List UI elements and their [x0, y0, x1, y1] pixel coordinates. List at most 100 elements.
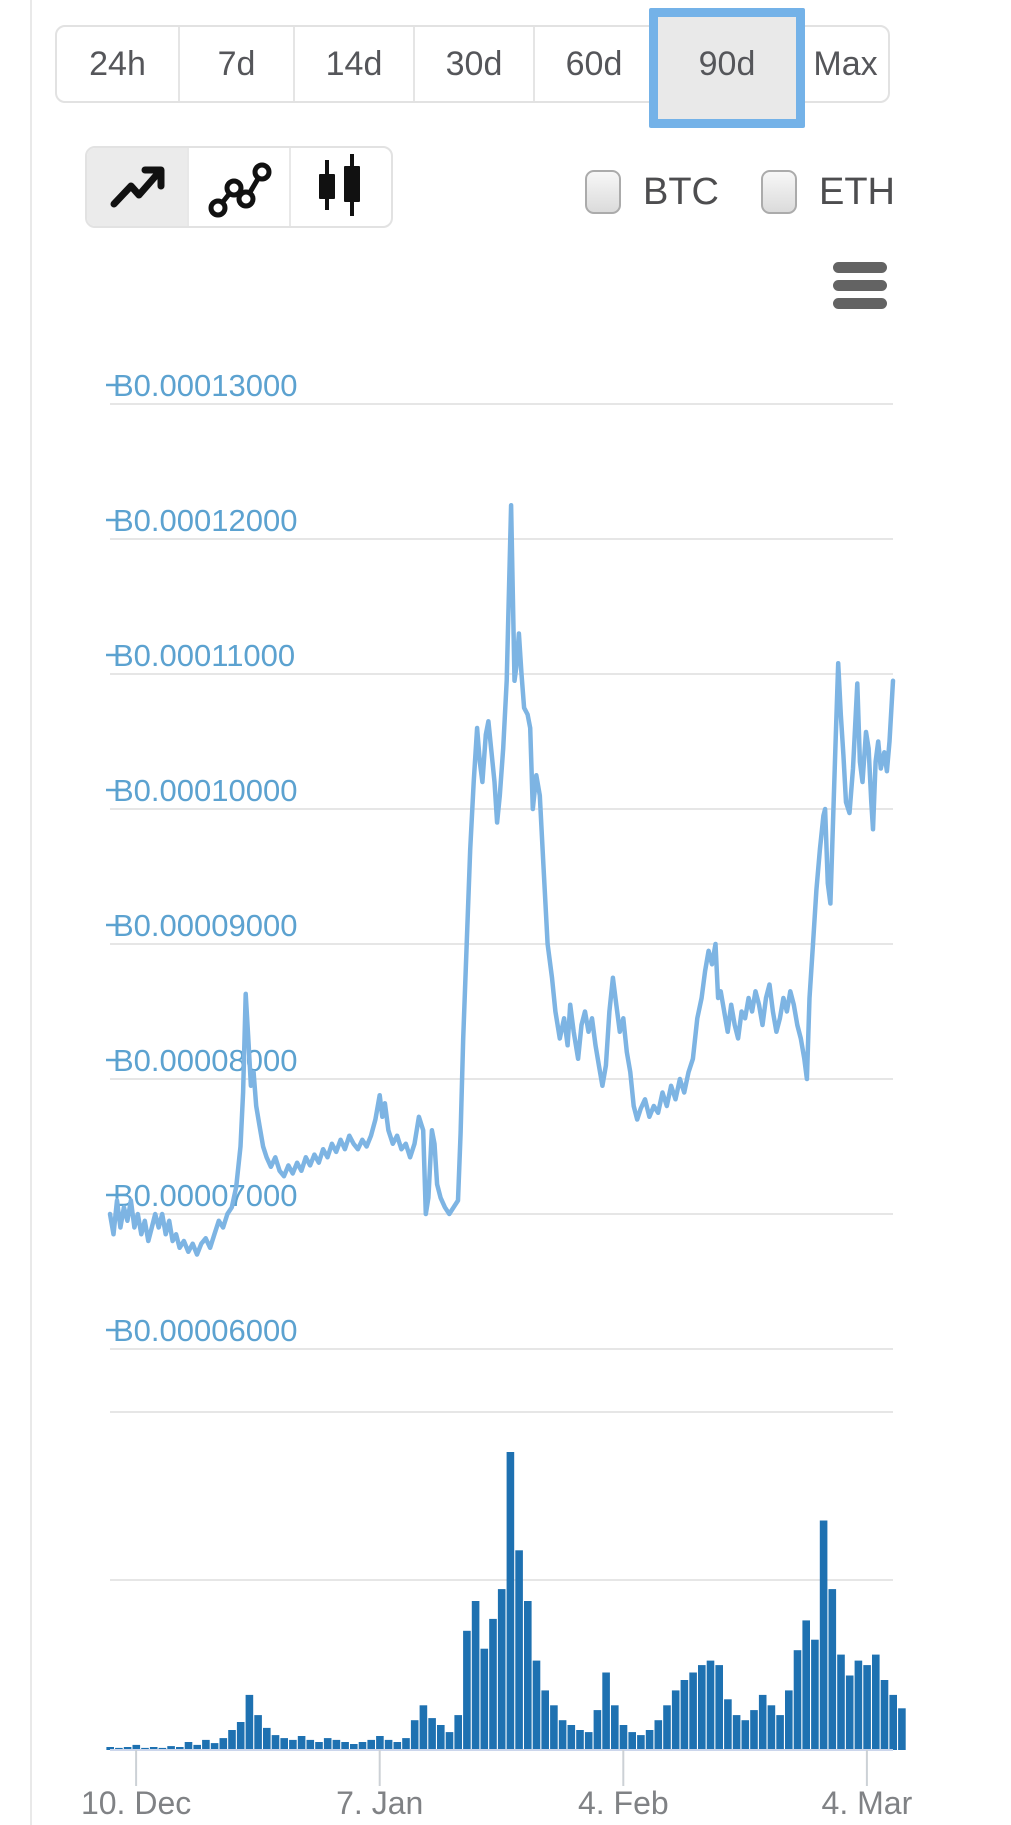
- volume-bar: [706, 1660, 715, 1750]
- range-button-30d[interactable]: 30d: [413, 27, 533, 101]
- volume-bar: [863, 1665, 871, 1750]
- candlestick-icon: [310, 152, 372, 223]
- volume-bar: [428, 1718, 436, 1750]
- volume-bar: [619, 1725, 628, 1750]
- chart-menu-button[interactable]: [833, 262, 887, 309]
- volume-bar: [376, 1736, 384, 1750]
- volume-bar: [750, 1710, 758, 1750]
- range-button-24h[interactable]: 24h: [89, 44, 146, 83]
- hamburger-menu-icon: [833, 262, 887, 273]
- volume-bar: [489, 1618, 497, 1750]
- volume-bar: [898, 1708, 906, 1750]
- eth-checkbox-label: ETH: [819, 170, 895, 213]
- volume-bar: [115, 1747, 123, 1750]
- line-chart-button[interactable]: [87, 148, 187, 226]
- volume-bar: [289, 1739, 297, 1750]
- selected-range-highlight: [649, 8, 805, 128]
- volume-bar: [671, 1690, 680, 1750]
- volume-bar: [393, 1742, 402, 1750]
- y-axis-label: B0.00010000: [113, 773, 297, 808]
- candlestick-chart-button[interactable]: [289, 148, 391, 226]
- range-button-max[interactable]: Max: [801, 27, 888, 101]
- volume-bar: [193, 1744, 201, 1750]
- volume-bar: [567, 1725, 576, 1750]
- volume-bar: [367, 1739, 375, 1750]
- volume-bar: [515, 1550, 523, 1750]
- volume-bar: [611, 1705, 619, 1750]
- volume-bar: [202, 1739, 210, 1750]
- y-axis-label: B0.00012000: [113, 503, 297, 538]
- volume-bar: [506, 1452, 515, 1750]
- volume-bar: [402, 1738, 410, 1750]
- volume-bar: [715, 1665, 723, 1750]
- volume-bar: [680, 1680, 689, 1750]
- volume-bar: [306, 1739, 315, 1750]
- volume-bar: [584, 1732, 593, 1750]
- eth-checkbox[interactable]: [761, 170, 797, 214]
- volume-bar: [645, 1730, 654, 1750]
- volume-bar: [793, 1650, 802, 1750]
- range-button-14d[interactable]: 14d: [293, 27, 413, 101]
- volume-bar: [654, 1720, 663, 1750]
- volume-bar: [837, 1654, 845, 1750]
- volume-bar: [550, 1705, 558, 1750]
- volume-bar: [176, 1747, 184, 1750]
- volume-bar: [854, 1660, 863, 1750]
- volume-bar: [141, 1747, 149, 1750]
- range-button-7d[interactable]: 7d: [178, 27, 293, 101]
- volume-bar: [802, 1620, 810, 1750]
- volume-bar: [732, 1715, 741, 1750]
- volume-bar: [758, 1694, 767, 1750]
- volume-bar: [263, 1727, 271, 1750]
- y-axis-label: B0.00006000: [113, 1313, 297, 1348]
- volume-bar: [480, 1648, 489, 1750]
- volume-bar: [123, 1747, 132, 1750]
- volume-bar: [419, 1705, 428, 1750]
- volume-bar: [167, 1746, 175, 1750]
- scatter-line-icon: [206, 152, 272, 223]
- range-button-60d[interactable]: 60d: [533, 27, 653, 101]
- volume-bar: [471, 1601, 480, 1750]
- volume-bar: [271, 1735, 280, 1750]
- volume-bar: [576, 1730, 584, 1750]
- overlay-toggles: BTC ETH: [585, 170, 895, 214]
- volume-bar: [454, 1715, 462, 1750]
- volume-bar: [463, 1630, 471, 1750]
- volume-bar: [541, 1690, 549, 1750]
- volume-bar: [358, 1742, 367, 1750]
- volume-bar: [297, 1736, 306, 1750]
- volume-bar: [724, 1699, 732, 1750]
- y-axis-label: B0.00008000: [113, 1043, 297, 1078]
- volume-bar: [350, 1744, 358, 1750]
- volume-bar: [524, 1601, 532, 1750]
- volume-bar: [184, 1742, 193, 1750]
- btc-checkbox-label: BTC: [643, 170, 719, 213]
- btc-checkbox[interactable]: [585, 170, 621, 214]
- volume-bar: [384, 1739, 393, 1750]
- volume-bar: [236, 1722, 245, 1750]
- volume-bar: [445, 1732, 454, 1750]
- volume-bar: [558, 1720, 567, 1750]
- volume-bar: [410, 1720, 419, 1750]
- volume-bar: [532, 1660, 541, 1750]
- volume-bar: [776, 1715, 784, 1750]
- volume-bar: [219, 1738, 228, 1750]
- volume-bar: [637, 1735, 645, 1750]
- trending-up-icon: [106, 154, 168, 221]
- volume-bar: [254, 1715, 262, 1750]
- volume-bar: [245, 1694, 254, 1750]
- volume-bar: [819, 1520, 828, 1750]
- volume-bar: [341, 1742, 349, 1750]
- volume-bar: [741, 1720, 750, 1750]
- y-axis-label: B0.00007000: [113, 1178, 297, 1213]
- range-button-90d-selected[interactable]: 90d: [649, 8, 805, 128]
- volume-bar: [132, 1744, 141, 1750]
- price-line-series: [107, 503, 896, 1257]
- volume-bar: [689, 1672, 697, 1750]
- scatter-line-chart-button[interactable]: [187, 148, 289, 226]
- x-axis-label: 10. Dec: [81, 1785, 191, 1821]
- volume-bar: [880, 1680, 889, 1750]
- chart-type-selector: [85, 146, 393, 228]
